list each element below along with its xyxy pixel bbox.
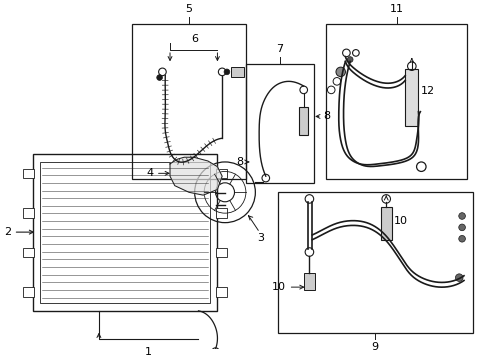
Text: 11: 11: [389, 4, 403, 14]
Text: 7: 7: [276, 44, 283, 54]
Circle shape: [458, 235, 465, 242]
Polygon shape: [170, 157, 222, 195]
Text: 8: 8: [323, 112, 330, 121]
Bar: [215, 208, 226, 217]
Text: 9: 9: [370, 342, 378, 352]
Circle shape: [157, 75, 162, 80]
Bar: [298, 107, 308, 135]
Bar: [326, 24, 466, 179]
Bar: [245, 64, 313, 183]
Text: 2: 2: [4, 227, 12, 237]
Circle shape: [458, 213, 465, 219]
Bar: [380, 207, 391, 240]
Bar: [23, 287, 34, 297]
Text: 10: 10: [393, 216, 407, 226]
Bar: [303, 273, 314, 290]
Text: 4: 4: [146, 168, 154, 178]
Bar: [215, 248, 226, 257]
Bar: [405, 69, 418, 126]
Text: 5: 5: [185, 4, 192, 14]
Bar: [23, 208, 34, 217]
Text: 6: 6: [191, 34, 198, 44]
Circle shape: [335, 67, 345, 77]
Bar: [40, 162, 209, 303]
Circle shape: [458, 224, 465, 231]
Bar: [23, 168, 34, 178]
Circle shape: [454, 274, 462, 282]
Text: 10: 10: [271, 282, 285, 292]
Bar: [230, 67, 244, 77]
Circle shape: [224, 69, 229, 75]
Bar: [23, 248, 34, 257]
Circle shape: [346, 57, 352, 62]
Bar: [215, 168, 226, 178]
Bar: [215, 287, 226, 297]
Text: 12: 12: [421, 86, 434, 96]
Text: 3: 3: [257, 233, 264, 243]
Text: 1: 1: [144, 347, 151, 357]
Bar: [278, 192, 471, 333]
Bar: [132, 24, 245, 179]
Text: 8: 8: [235, 157, 243, 167]
Bar: [33, 154, 217, 311]
